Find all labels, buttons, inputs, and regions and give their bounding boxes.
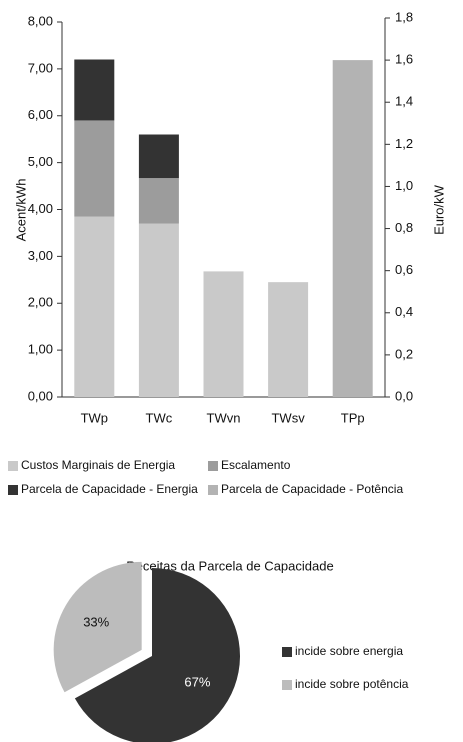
legend-label: Parcela de Capacidade - Energia bbox=[21, 482, 198, 496]
y2-axis-label: Euro/kW bbox=[431, 184, 446, 235]
y2-tick-label: 1,6 bbox=[395, 52, 413, 67]
bar-segment bbox=[74, 120, 115, 217]
pie-slice bbox=[74, 568, 240, 742]
y-tick-label: 0,00 bbox=[28, 388, 53, 403]
bar-segment bbox=[138, 223, 179, 397]
y2-tick-label: 1,2 bbox=[395, 136, 413, 151]
y-tick-label: 6,00 bbox=[28, 107, 53, 122]
pie-value-label: 67% bbox=[184, 674, 210, 689]
y2-tick-label: 1,0 bbox=[395, 178, 413, 193]
legend-label: incide sobre energia bbox=[295, 644, 403, 658]
y2-tick-label: 1,4 bbox=[395, 94, 413, 109]
y-tick-label: 2,00 bbox=[28, 295, 53, 310]
y2-tick-label: 0,6 bbox=[395, 262, 413, 277]
legend-swatch bbox=[8, 485, 18, 495]
y-tick-label: 1,00 bbox=[28, 342, 53, 357]
legend-swatch bbox=[282, 680, 292, 690]
bar-segment bbox=[138, 178, 179, 224]
x-tick-label: TPp bbox=[341, 410, 365, 425]
legend-label: Custos Marginais de Energia bbox=[21, 458, 175, 472]
legend-swatch bbox=[282, 647, 292, 657]
y2-tick-label: 0,2 bbox=[395, 346, 413, 361]
y-tick-label: 4,00 bbox=[28, 201, 53, 216]
x-tick-label: TWc bbox=[146, 410, 173, 425]
pie-title: Receitas da Parcela de Capacidade bbox=[126, 558, 333, 573]
bar bbox=[332, 60, 373, 397]
legend-label: incide sobre potência bbox=[295, 677, 409, 691]
y2-tick-label: 0,8 bbox=[395, 220, 413, 235]
bar-segment bbox=[268, 282, 309, 397]
legend-swatch bbox=[208, 461, 218, 471]
y2-tick-label: 0,0 bbox=[395, 388, 413, 403]
bar-segment bbox=[138, 134, 179, 179]
y-tick-label: 3,00 bbox=[28, 248, 53, 263]
bar-segment bbox=[74, 216, 115, 397]
y-tick-label: 8,00 bbox=[28, 13, 53, 28]
legend-swatch bbox=[208, 485, 218, 495]
x-tick-label: TWsv bbox=[271, 410, 305, 425]
legend-label: Escalamento bbox=[221, 458, 291, 472]
y2-tick-label: 0,4 bbox=[395, 304, 413, 319]
y-axis-label: Acent/kWh bbox=[13, 179, 28, 242]
y2-tick-label: 1,8 bbox=[395, 9, 413, 24]
x-tick-label: TWp bbox=[81, 410, 108, 425]
bar-segment bbox=[203, 271, 244, 397]
y-tick-label: 5,00 bbox=[28, 154, 53, 169]
pie-value-label: 33% bbox=[83, 614, 109, 629]
x-tick-label: TWvn bbox=[207, 410, 241, 425]
pie-slice bbox=[53, 561, 142, 693]
legend-label: Parcela de Capacidade - Potência bbox=[221, 482, 403, 496]
legend-swatch bbox=[8, 461, 18, 471]
bar-segment bbox=[74, 59, 115, 121]
y-tick-label: 7,00 bbox=[28, 60, 53, 75]
